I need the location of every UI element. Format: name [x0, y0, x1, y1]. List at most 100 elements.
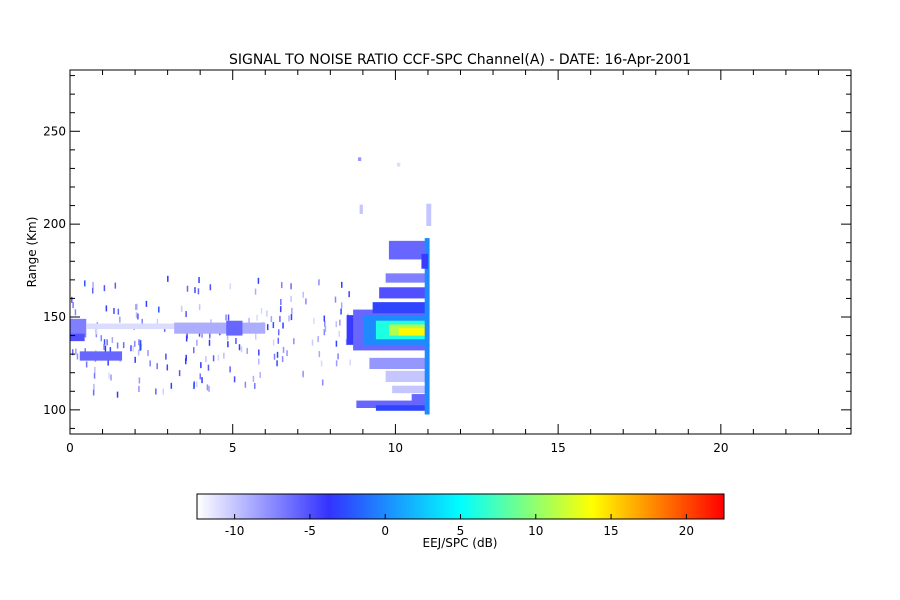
- noise-cell: [75, 348, 77, 355]
- heatmap-cell: [424, 238, 430, 415]
- noise-cell: [170, 382, 173, 389]
- noise-cell: [147, 350, 149, 357]
- noise-cell: [145, 300, 148, 307]
- noise-cell: [162, 388, 165, 395]
- noise-cell: [91, 287, 94, 294]
- noise-cell: [244, 381, 247, 388]
- heatmap-cell: [70, 318, 87, 338]
- noise-cell: [194, 287, 196, 294]
- noise-cell: [139, 340, 142, 347]
- noise-cell: [74, 309, 77, 316]
- x-tick-label: 0: [66, 441, 74, 455]
- noise-cell: [134, 356, 136, 363]
- noise-cell: [119, 316, 121, 323]
- noise-cell: [227, 341, 229, 348]
- chart-title: SIGNAL TO NOISE RATIO CCF-SPC Channel(A)…: [229, 52, 691, 68]
- x-tick-label: 20: [713, 441, 728, 455]
- noise-cell: [235, 337, 237, 344]
- x-tick-label: 5: [229, 441, 237, 455]
- noise-cell: [317, 336, 319, 343]
- noise-cell: [282, 322, 284, 329]
- noise-cell: [324, 320, 326, 327]
- noise-cell: [290, 295, 292, 302]
- y-tick-label: 100: [43, 403, 66, 417]
- noise-cell: [290, 283, 292, 290]
- noise-cell: [201, 331, 203, 338]
- noise-cell: [305, 298, 307, 305]
- noise-cell: [114, 282, 117, 289]
- noise-cell: [111, 337, 114, 344]
- noise-cell: [233, 376, 236, 383]
- noise-cell: [280, 299, 282, 306]
- noise-cell: [132, 345, 134, 352]
- y-tick-label: 150: [43, 310, 66, 324]
- heatmap-cell: [397, 162, 401, 167]
- noise-cell: [266, 324, 269, 331]
- noise-cell: [293, 338, 295, 345]
- noise-cell: [92, 389, 95, 396]
- noise-cell: [136, 303, 138, 310]
- noise-cell: [208, 339, 211, 346]
- noise-cell: [279, 306, 282, 313]
- heatmap-cell: [398, 328, 428, 336]
- noise-cell: [340, 302, 343, 309]
- noise-cell: [184, 358, 187, 365]
- noise-cell: [113, 307, 115, 314]
- heatmap-cell: [411, 394, 428, 404]
- heatmap-cell: [356, 400, 428, 408]
- noise-cell: [217, 354, 220, 361]
- noise-cell: [158, 306, 160, 313]
- x-tick-label: 15: [550, 441, 565, 455]
- heatmap-cell: [379, 287, 428, 299]
- noise-cell: [276, 351, 279, 358]
- noise-cell: [323, 329, 326, 336]
- noise-cell: [210, 319, 212, 326]
- noise-cell: [198, 304, 201, 311]
- noise-cell: [318, 351, 321, 358]
- noise-cell: [71, 349, 74, 356]
- noise-cell: [137, 313, 139, 320]
- noise-cell: [95, 331, 98, 338]
- noise-cell: [134, 340, 136, 347]
- heatmap-cell: [369, 357, 428, 369]
- noise-cell: [156, 318, 159, 325]
- colorbar-tick-label: 20: [679, 524, 694, 538]
- noise-cell: [335, 360, 338, 367]
- heatmap-cell: [226, 320, 243, 336]
- noise-cell: [323, 315, 326, 322]
- noise-cell: [84, 280, 86, 287]
- noise-cell: [302, 370, 304, 377]
- noise-cell: [108, 372, 110, 379]
- noise-cell: [227, 314, 230, 321]
- noise-cell: [254, 288, 257, 295]
- noise-cell: [258, 349, 260, 356]
- noise-cell: [76, 353, 79, 360]
- noise-cell: [253, 382, 256, 389]
- noise-cell: [208, 385, 210, 392]
- heatmap-cell: [388, 240, 428, 260]
- noise-cell: [209, 331, 211, 338]
- noise-cell: [281, 356, 284, 363]
- noise-cell: [84, 348, 86, 355]
- noise-cell: [349, 359, 351, 366]
- noise-cell: [280, 282, 283, 289]
- noise-cell: [206, 384, 209, 391]
- noise-cell: [266, 310, 268, 317]
- noise-cell: [320, 360, 323, 367]
- noise-cell: [229, 283, 232, 290]
- colorbar-ticks: -10 -5 0 5 10 15 20: [225, 514, 694, 538]
- noise-cell: [185, 354, 187, 361]
- heatmap-cell: [385, 273, 428, 283]
- noise-cell: [116, 342, 119, 349]
- noise-cell: [93, 372, 96, 379]
- noise-cell: [185, 335, 188, 342]
- plot-frame: [69, 69, 852, 435]
- noise-cell: [167, 275, 169, 282]
- noise-cell: [103, 285, 106, 292]
- noise-cell: [186, 285, 189, 292]
- heatmap-cell: [372, 302, 428, 314]
- noise-cell: [238, 344, 241, 351]
- noise-cell: [205, 356, 207, 363]
- noise-cell: [141, 318, 144, 325]
- noise-cell: [196, 339, 198, 346]
